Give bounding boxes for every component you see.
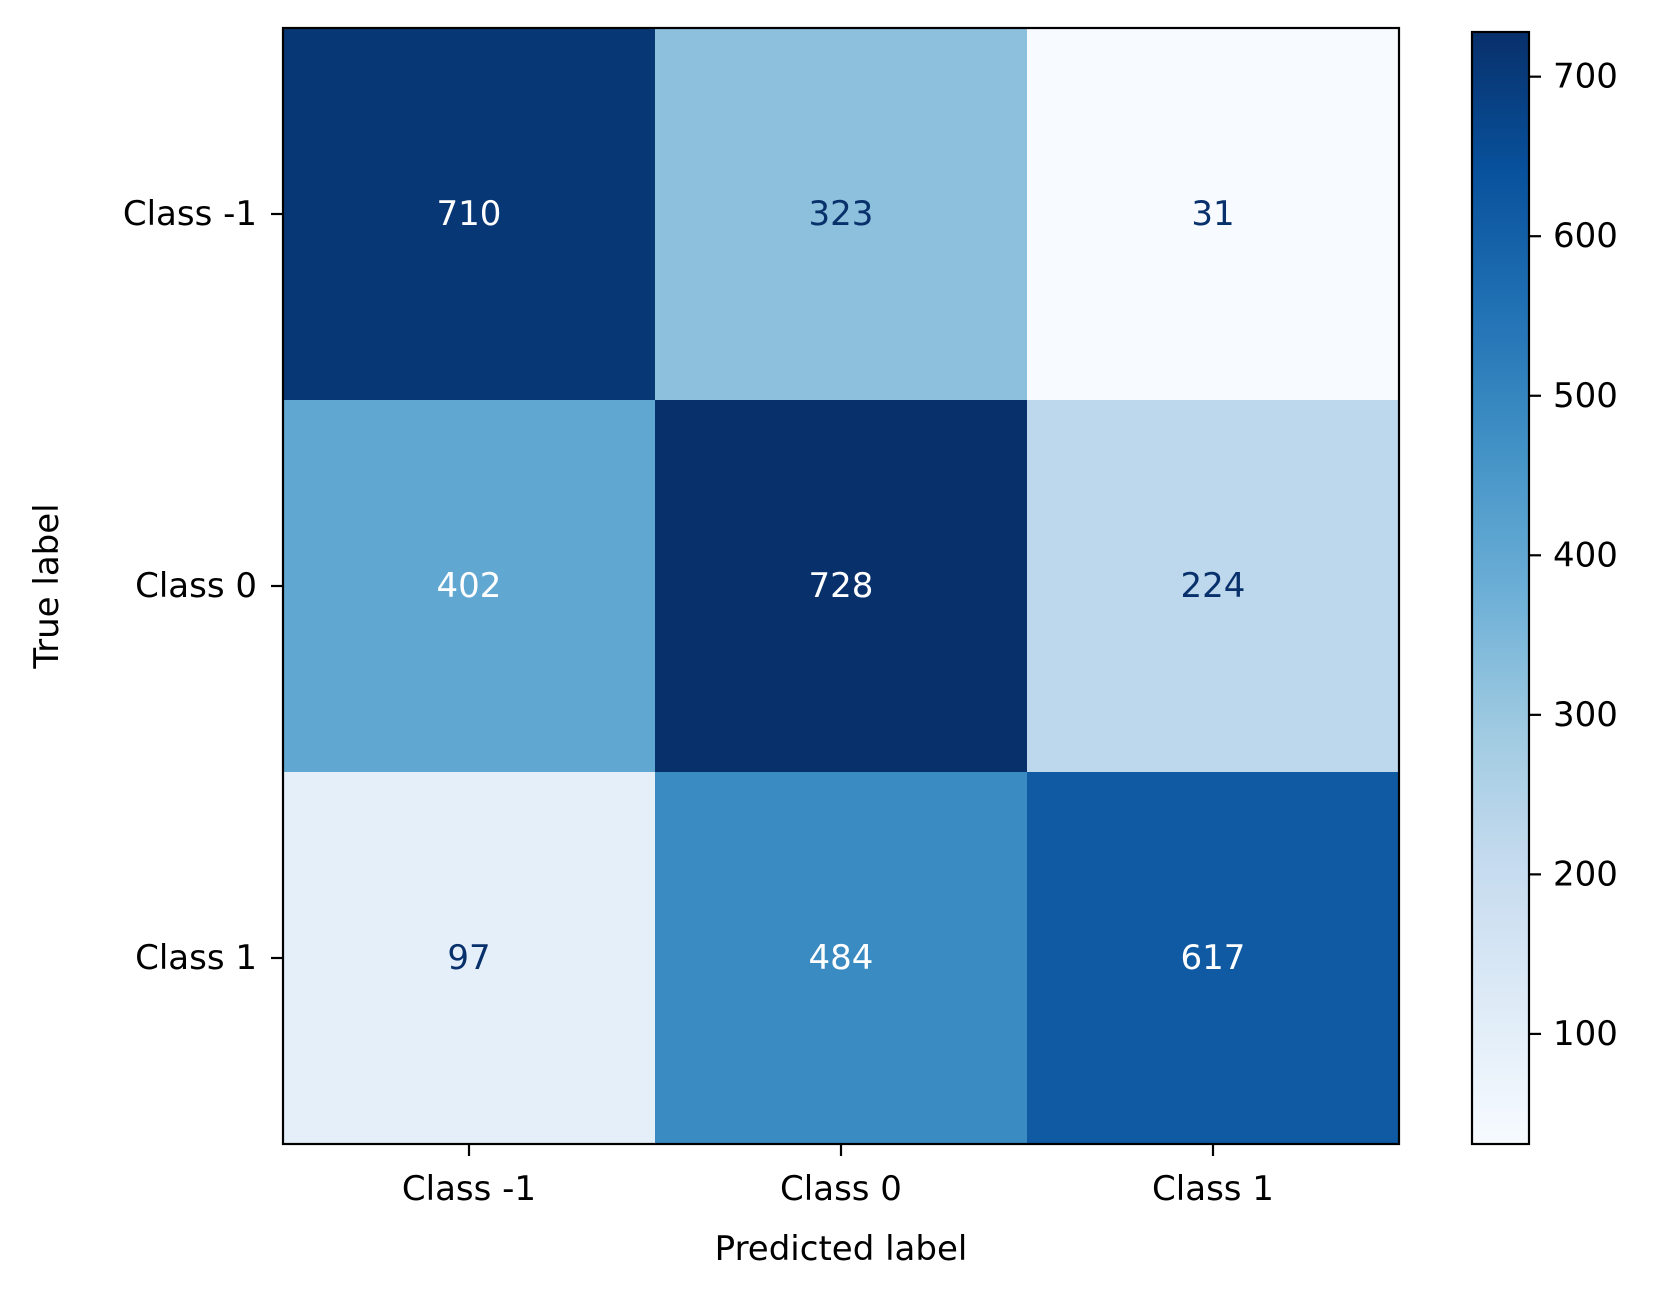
heatmap-cells bbox=[283, 28, 1400, 1145]
cell-value-label: 97 bbox=[447, 938, 490, 978]
cell-value-label: 323 bbox=[809, 194, 874, 234]
cell-value-label: 728 bbox=[809, 566, 874, 606]
colorbar-tick-label: 400 bbox=[1553, 535, 1618, 575]
colorbar-gradient bbox=[1472, 32, 1529, 1144]
x-axis-ticks: Class -1 Class 0 Class 1 bbox=[402, 1144, 1274, 1209]
heatmap-cell bbox=[283, 28, 656, 401]
cell-value-label: 710 bbox=[437, 194, 502, 234]
x-axis-label: Predicted label bbox=[715, 1229, 968, 1269]
heatmap-cell bbox=[1027, 28, 1400, 401]
heatmap-cell bbox=[1027, 400, 1400, 773]
cell-value-label: 617 bbox=[1181, 938, 1246, 978]
cell-value-label: 31 bbox=[1191, 194, 1234, 234]
colorbar-tick-label: 200 bbox=[1553, 854, 1618, 894]
cell-value-label: 224 bbox=[1181, 566, 1246, 606]
colorbar-tick-label: 500 bbox=[1553, 376, 1618, 416]
heatmap-cell bbox=[1027, 772, 1400, 1145]
colorbar-tick-label: 600 bbox=[1553, 216, 1618, 256]
heatmap-cell bbox=[655, 400, 1028, 773]
y-tick-label: Class -1 bbox=[123, 194, 257, 234]
colorbar-frame bbox=[1470, 30, 1531, 1146]
heatmap-cell bbox=[283, 772, 656, 1145]
heatmap-cell bbox=[283, 400, 656, 773]
heatmap-cell bbox=[655, 772, 1028, 1145]
cell-value-label: 402 bbox=[437, 566, 502, 606]
x-tick-label: Class 0 bbox=[780, 1169, 902, 1209]
colorbar-tick-label: 300 bbox=[1553, 695, 1618, 735]
colorbar-ticks: 100 200 300 400 500 600 700 bbox=[1529, 57, 1618, 1054]
y-tick-label: Class 0 bbox=[135, 566, 257, 606]
colorbar-tick-label: 700 bbox=[1553, 57, 1618, 97]
x-tick-label: Class -1 bbox=[402, 1169, 536, 1209]
colorbar-tick-label: 100 bbox=[1553, 1014, 1618, 1054]
cell-value-labels: 710 323 31 402 728 224 97 484 617 bbox=[437, 194, 1246, 978]
y-axis-ticks: Class -1 Class 0 Class 1 bbox=[123, 194, 283, 978]
y-axis-label: True label bbox=[27, 503, 67, 669]
heatmap-cell bbox=[655, 28, 1028, 401]
x-tick-label: Class 1 bbox=[1152, 1169, 1274, 1209]
y-tick-label: Class 1 bbox=[135, 938, 257, 978]
cell-value-label: 484 bbox=[809, 938, 874, 978]
